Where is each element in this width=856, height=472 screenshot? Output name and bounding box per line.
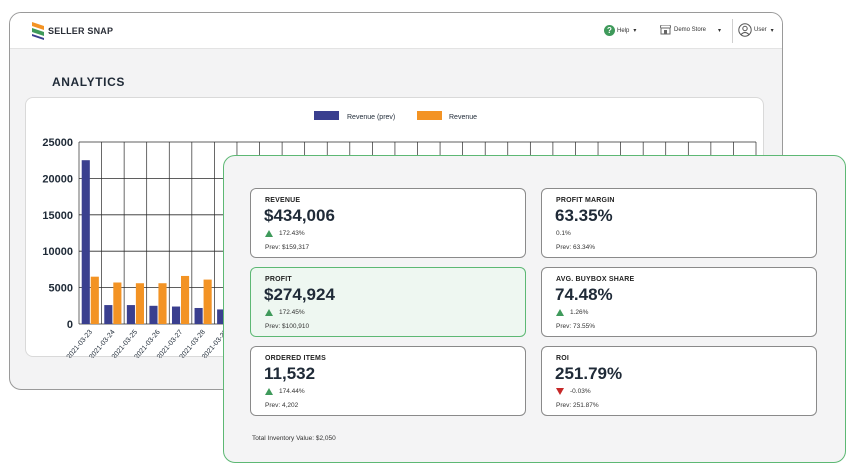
bar-revenue-prev — [104, 305, 113, 324]
metric-label: ORDERED ITEMS — [265, 355, 326, 362]
y-tick-label: 0 — [67, 319, 73, 331]
top-bar: SELLER SNAP ? Help ▾ Demo Store ▾ User — [10, 13, 782, 49]
top-divider — [732, 19, 733, 43]
y-tick-label: 15000 — [42, 210, 73, 222]
metric-card-profit-margin[interactable]: PROFIT MARGIN 63.35% 0.1% Prev: 63.34% — [541, 188, 817, 258]
trend-down-icon — [556, 388, 564, 395]
chevron-down-icon: ▾ — [718, 27, 722, 34]
metric-previous: Prev: 251.87% — [556, 402, 599, 409]
metric-change-value: 1.26% — [570, 309, 589, 316]
metric-change-value: 172.45% — [279, 309, 305, 316]
metric-label: PROFIT — [265, 276, 292, 283]
seller-snap-logo-icon — [32, 22, 44, 40]
brand-name: SELLER SNAP — [48, 26, 114, 36]
legend-label-revenue-prev: Revenue (prev) — [347, 114, 395, 121]
metric-card-profit[interactable]: PROFIT $274,924 172.45% Prev: $100,910 — [250, 267, 526, 337]
store-selector[interactable]: Demo Store ▾ — [660, 25, 721, 35]
chevron-down-icon: ▾ — [633, 28, 637, 34]
store-label: Demo Store — [674, 27, 707, 33]
help-icon: ? — [604, 25, 615, 36]
metric-change-value: 174.44% — [279, 388, 305, 395]
metric-value: 11,532 — [264, 364, 316, 383]
trend-up-icon — [265, 309, 273, 316]
user-label: User — [754, 27, 767, 33]
bar-revenue-prev — [149, 305, 158, 324]
metric-change-value: 0.1% — [556, 230, 571, 237]
user-menu[interactable]: User ▾ — [738, 23, 774, 37]
help-menu[interactable]: ? Help ▾ — [604, 25, 636, 36]
bar-revenue — [158, 283, 167, 324]
metric-previous: Prev: 4,202 — [265, 402, 299, 409]
bar-revenue-prev — [194, 307, 203, 324]
bar-revenue-prev — [171, 306, 181, 324]
metric-change: 172.45% — [265, 309, 305, 316]
brand-logo[interactable]: SELLER SNAP — [32, 22, 113, 40]
metric-change: 0.1% — [556, 230, 571, 237]
store-icon — [660, 25, 671, 35]
bar-revenue — [181, 275, 190, 324]
legend-label-revenue: Revenue — [449, 114, 477, 121]
metric-change: 1.26% — [556, 309, 588, 316]
metric-previous: Prev: $100,910 — [265, 323, 310, 330]
y-tick-label: 25000 — [42, 137, 73, 149]
bar-revenue — [203, 279, 212, 324]
metric-previous: Prev: 63.34% — [556, 244, 596, 251]
metric-previous: Prev: 73.55% — [556, 323, 596, 330]
metric-label: ROI — [556, 355, 570, 362]
trend-up-icon — [265, 230, 273, 237]
bar-revenue-prev — [126, 305, 135, 324]
metric-value: 74.48% — [555, 285, 613, 304]
user-avatar-icon — [738, 23, 752, 37]
bar-revenue — [90, 276, 99, 324]
bar-revenue-prev — [81, 160, 90, 324]
help-label: Help — [617, 27, 630, 34]
chevron-down-icon: ▾ — [770, 27, 774, 34]
metric-card-avg-buybox-share[interactable]: AVG. BUYBOX SHARE 74.48% 1.26% Prev: 73.55% — [541, 267, 817, 337]
legend-swatch-revenue-prev — [314, 111, 339, 120]
bar-revenue — [135, 283, 144, 324]
metric-value: $434,006 — [264, 206, 335, 225]
metric-change: 172.43% — [265, 230, 305, 237]
trend-up-icon — [556, 309, 564, 316]
bar-revenue — [113, 282, 122, 324]
metric-card-roi[interactable]: ROI 251.79% -0.03% Prev: 251.87% — [541, 346, 817, 416]
legend-swatch-revenue — [417, 111, 442, 120]
y-tick-label: 20000 — [42, 173, 73, 185]
metric-value: $274,924 — [264, 285, 335, 304]
metric-value: 63.35% — [555, 206, 613, 225]
metric-label: PROFIT MARGIN — [556, 197, 615, 204]
stats-overlay-card: REVENUE $434,006 172.43% Prev: $159,317 PROF… — [223, 155, 846, 463]
metric-previous: Prev: $159,317 — [265, 244, 310, 251]
metric-change-value: -0.03% — [570, 388, 591, 395]
y-tick-label: 5000 — [49, 283, 73, 295]
metric-label: AVG. BUYBOX SHARE — [556, 276, 635, 283]
metric-change-value: 172.43% — [279, 230, 305, 237]
y-tick-label: 10000 — [42, 246, 73, 258]
bar-revenue-prev — [217, 309, 226, 324]
metric-change: 174.44% — [265, 388, 305, 395]
total-inventory-value: Total Inventory Value: $2,050 — [252, 435, 336, 442]
trend-up-icon — [265, 388, 273, 395]
metric-card-ordered-items[interactable]: ORDERED ITEMS 11,532 174.44% Prev: 4,202 — [250, 346, 526, 416]
metric-change: -0.03% — [556, 388, 591, 395]
page-title: ANALYTICS — [52, 75, 125, 89]
metric-label: REVENUE — [265, 197, 301, 204]
metric-value: 251.79% — [555, 364, 623, 383]
metric-card-revenue[interactable]: REVENUE $434,006 172.43% Prev: $159,317 — [250, 188, 526, 258]
